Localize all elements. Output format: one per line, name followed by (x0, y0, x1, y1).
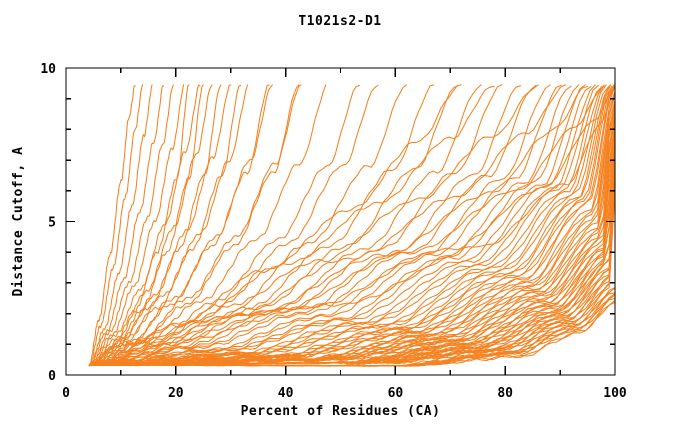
curve-model-042 (89, 84, 612, 366)
curve-model-024 (89, 85, 459, 367)
curve-model-001 (88, 85, 136, 366)
y-axis-title: Distance Cutoff, A (11, 147, 26, 297)
curve-model-092 (89, 84, 567, 366)
curve-model-094 (89, 85, 605, 366)
x-tick-label-40: 40 (278, 386, 294, 401)
page-title: T1021s2-D1 (298, 14, 382, 29)
curve-model-023 (90, 84, 435, 366)
curve-model-093 (90, 85, 589, 365)
curve-model-025 (90, 84, 482, 365)
curve-model-004 (88, 85, 165, 367)
curve-model-016 (90, 84, 270, 365)
curve-model-089 (90, 84, 462, 365)
curve-model-036 (89, 84, 600, 366)
curve-model-059 (90, 124, 616, 366)
x-axis-title: Percent of Residues (CA) (241, 404, 441, 419)
x-tick-label-20: 20 (168, 386, 184, 401)
x-tick-label-0: 0 (62, 386, 70, 401)
curve-model-033 (90, 84, 586, 366)
curve-model-006 (89, 84, 185, 366)
curve-model-015 (89, 84, 300, 366)
curve-model-018 (88, 84, 222, 367)
x-tick-label-100: 100 (603, 386, 627, 401)
curve-model-096 (89, 85, 616, 366)
curve-model-027 (90, 85, 522, 366)
curve-model-039 (90, 84, 607, 366)
curve-model-008 (88, 84, 213, 366)
y-tick-label-5: 5 (48, 216, 56, 231)
curve-series-layer (88, 84, 616, 367)
y-tick-label-0: 0 (48, 369, 56, 384)
curve-model-022 (89, 84, 407, 366)
curve-model-046 (89, 84, 616, 366)
curve-model-088 (89, 299, 616, 367)
axes-layer (65, 67, 616, 376)
curve-model-090 (89, 85, 495, 366)
curve-model-019 (90, 84, 204, 366)
curve-model-020 (89, 84, 190, 367)
curve-model-010 (89, 84, 249, 366)
axis-labels-layer: 0 20 40 60 80 100 0 5 10 Percent of Residues (CA)… (11, 62, 627, 419)
y-tick-label-10: 10 (40, 62, 56, 77)
curve-model-003 (89, 84, 153, 366)
x-tick-label-80: 80 (497, 386, 513, 401)
curve-model-005 (90, 84, 175, 365)
curve-model-002 (89, 84, 144, 366)
curve-model-013 (89, 84, 327, 366)
curve-model-095 (90, 84, 616, 366)
x-tick-label-60: 60 (388, 386, 404, 401)
curve-model-091 (90, 84, 539, 365)
curve-model-011 (89, 84, 273, 366)
